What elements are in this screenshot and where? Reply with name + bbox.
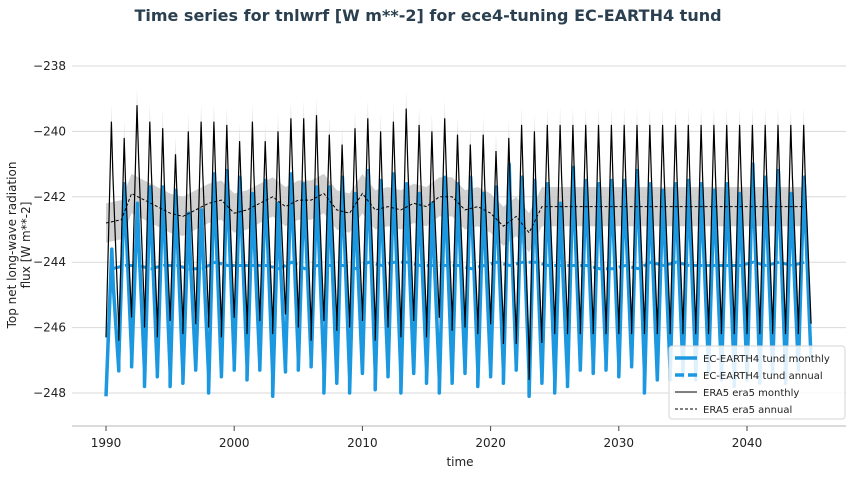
x-tick-label: 2010 bbox=[347, 436, 378, 450]
chart-title: Time series for tnlwrf [W m**-2] for ece… bbox=[134, 6, 722, 25]
era5-annual-line bbox=[105, 192, 805, 234]
x-tick-label: 1990 bbox=[91, 436, 122, 450]
y-axis-label-line-2: flux [W m**-2] bbox=[19, 202, 33, 289]
legend-label: ERA5 era5 annual bbox=[703, 405, 792, 416]
y-tick-label: −246 bbox=[33, 321, 66, 335]
era5-monthly-line bbox=[105, 105, 812, 380]
era5-annual-path bbox=[105, 192, 805, 234]
legend-item-era5-annual[interactable]: ERA5 era5 annual bbox=[675, 405, 792, 416]
era5-monthly-path bbox=[105, 105, 812, 380]
legend-box bbox=[668, 345, 846, 420]
y-axis-label-line-1: Top net long-wave radiation bbox=[5, 162, 19, 330]
y-axis: −238 −240 −242 −244 −246 −248 bbox=[33, 59, 66, 400]
x-axis-label: time bbox=[446, 455, 473, 469]
legend-label: EC-EARTH4 tund annual bbox=[703, 371, 823, 382]
x-tick-label: 2020 bbox=[475, 436, 506, 450]
y-tick-label: −240 bbox=[33, 124, 66, 138]
legend-label: ERA5 era5 monthly bbox=[703, 388, 799, 399]
x-tick-label: 2000 bbox=[219, 436, 250, 450]
ec-earth4-annual-line bbox=[112, 260, 806, 271]
y-tick-label: −242 bbox=[33, 190, 66, 204]
y-tick-label: −248 bbox=[33, 386, 66, 400]
legend-item-era5-monthly[interactable]: ERA5 era5 monthly bbox=[675, 388, 799, 399]
ec-earth4-monthly-line bbox=[104, 162, 813, 399]
x-tick-label: 2040 bbox=[732, 436, 763, 450]
ec-earth4-annual-path bbox=[112, 260, 806, 271]
x-axis: 1990 2000 2010 2020 2030 2040 bbox=[72, 425, 846, 450]
y-tick-label: −238 bbox=[33, 59, 66, 73]
x-tick-label: 2030 bbox=[604, 436, 635, 450]
legend-item-ec-earth4-monthly[interactable]: EC-EARTH4 tund monthly bbox=[675, 354, 830, 365]
y-tick-label: −244 bbox=[33, 255, 66, 269]
legend-item-ec-earth4-annual[interactable]: EC-EARTH4 tund annual bbox=[675, 371, 823, 382]
legend-label: EC-EARTH4 tund monthly bbox=[703, 354, 830, 365]
y-axis-label: Top net long-wave radiation flux [W m**-… bbox=[5, 162, 33, 330]
ec-earth4-monthly-path bbox=[104, 162, 813, 399]
legend[interactable]: EC-EARTH4 tund monthly EC-EARTH4 tund an… bbox=[668, 345, 846, 420]
